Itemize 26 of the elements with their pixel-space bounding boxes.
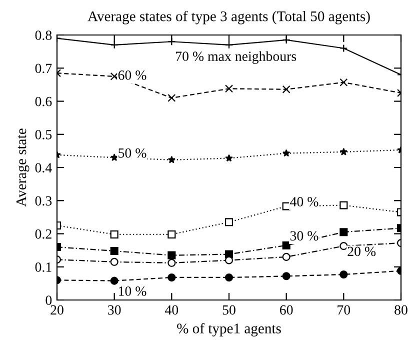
y-tick-label: 0.5 <box>35 130 52 140</box>
x-tick-label: 40 <box>164 305 178 315</box>
series-label: 40 % <box>290 197 318 206</box>
y-tick-label: 0 <box>46 296 52 305</box>
series-label: 10 % <box>118 286 146 296</box>
series-label: 30 % <box>290 231 318 241</box>
y-axis-title: Average state <box>16 128 30 207</box>
x-tick-label: 80 <box>394 305 408 315</box>
x-tick-label: 20 <box>50 305 64 315</box>
y-tick-label: 0.1 <box>35 262 52 272</box>
legend-label: 70 % max neighbours <box>176 51 296 64</box>
series-label: 20 % <box>348 246 376 256</box>
y-tick-label: 0.8 <box>35 30 52 40</box>
y-tick-label: 0.3 <box>35 196 52 206</box>
y-tick-label: 0.7 <box>35 64 52 74</box>
y-tick-label: 0.2 <box>35 229 52 239</box>
x-tick-label: 30 <box>108 305 121 315</box>
series-label: 50 % <box>118 148 146 158</box>
series-label: 60 % <box>118 70 146 80</box>
x-tick-label: 50 <box>222 305 236 315</box>
y-tick-label: 0.6 <box>35 96 52 106</box>
x-tick-label: 60 <box>280 305 293 315</box>
x-tick-label: 70 <box>338 305 350 315</box>
x-axis-title: % of type1 agents <box>177 323 281 336</box>
y-tick-label: 0.4 <box>35 163 52 173</box>
chart-title: Average states of type 3 agents (Total 50 agents) <box>88 10 370 24</box>
